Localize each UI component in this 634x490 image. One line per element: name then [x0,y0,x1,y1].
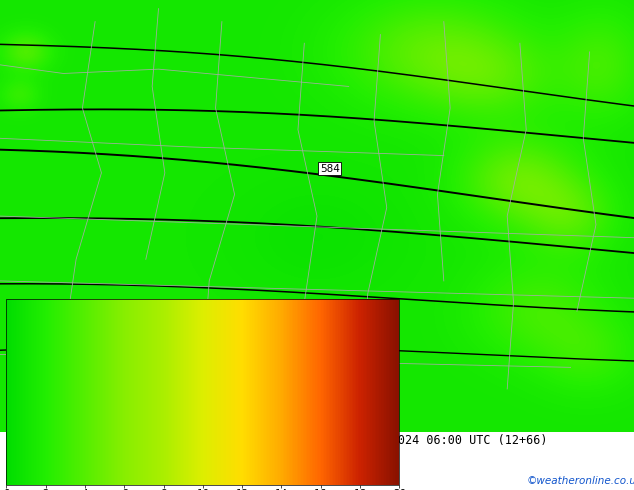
Text: Height 500 hPa Spread mean+σ [gpdm] ECMWF    Tu 28-05-2024 06:00 UTC (12+66): Height 500 hPa Spread mean+σ [gpdm] ECMW… [6,434,548,447]
Text: 584: 584 [320,164,340,173]
Text: ©weatheronline.co.uk: ©weatheronline.co.uk [526,476,634,486]
